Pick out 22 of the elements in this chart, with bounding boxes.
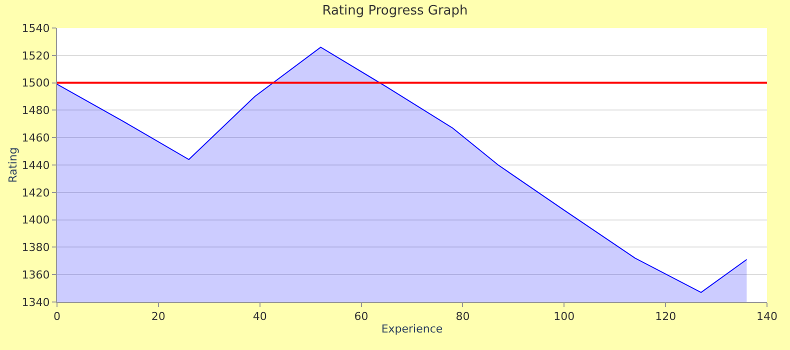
x-tick-label: 80 — [456, 310, 470, 324]
y-tick-label: 1480 — [22, 104, 50, 118]
x-tick-label: 120 — [655, 310, 676, 324]
y-tick-label: 1340 — [22, 296, 50, 309]
y-tick-label: 1420 — [22, 186, 50, 200]
y-tick-label: 1520 — [22, 49, 50, 62]
x-axis-title: Experience — [381, 322, 443, 336]
x-tick-label: 0 — [54, 310, 60, 324]
y-tick-label: 1400 — [22, 214, 50, 227]
x-tick-label: 100 — [554, 310, 575, 324]
x-tick-label: 140 — [756, 310, 778, 324]
y-tick-label: 1360 — [22, 268, 50, 282]
x-tick-label: 20 — [151, 310, 166, 324]
x-tick-label: 60 — [354, 310, 368, 324]
chart-title: Rating Progress Graph — [322, 3, 468, 18]
y-tick-label: 1460 — [22, 131, 50, 144]
y-tick-label: 1380 — [22, 241, 50, 254]
y-tick-label: 1500 — [22, 76, 50, 90]
y-tick-label: 1440 — [22, 158, 50, 172]
x-tick-label: 40 — [252, 310, 267, 324]
y-tick-label: 1540 — [22, 22, 50, 35]
y-axis-title: Rating — [6, 147, 20, 183]
